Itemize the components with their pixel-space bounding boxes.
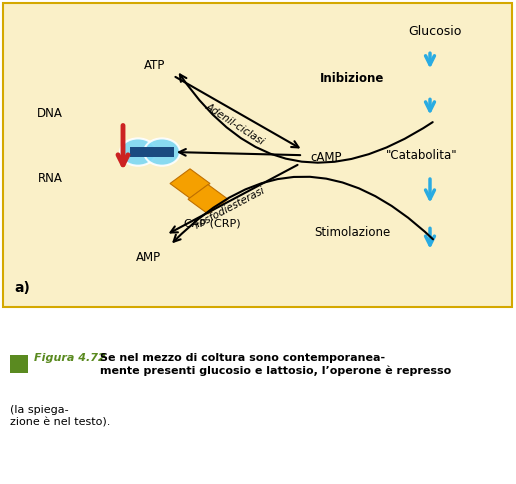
FancyBboxPatch shape	[3, 3, 512, 307]
Polygon shape	[10, 355, 28, 373]
Ellipse shape	[144, 138, 180, 166]
FancyBboxPatch shape	[130, 147, 174, 157]
Text: Inibizione: Inibizione	[320, 72, 384, 85]
Text: RNA: RNA	[38, 172, 62, 185]
Text: cAMP: cAMP	[310, 151, 342, 164]
Text: AMP: AMP	[135, 252, 160, 264]
Text: ATP: ATP	[144, 59, 166, 72]
Text: "Catabolita": "Catabolita"	[386, 149, 458, 162]
Text: DNA: DNA	[37, 107, 63, 120]
Text: Glucosio: Glucosio	[408, 25, 462, 38]
Text: Stimolazione: Stimolazione	[314, 227, 390, 239]
Text: CAP (CRP): CAP (CRP)	[184, 218, 240, 228]
Text: Se nel mezzo di coltura sono contemporanea-
mente presenti glucosio e lattosio, : Se nel mezzo di coltura sono contemporan…	[100, 353, 452, 376]
Text: (la spiega-
zione è nel testo).: (la spiega- zione è nel testo).	[10, 405, 110, 427]
Text: Figura 4.72: Figura 4.72	[34, 353, 106, 363]
Text: Adenil-ciclasi: Adenil-ciclasi	[204, 101, 266, 147]
Polygon shape	[188, 184, 228, 214]
Text: a): a)	[14, 281, 30, 295]
Ellipse shape	[120, 138, 156, 166]
Text: Fosfodiesterasi: Fosfodiesterasi	[193, 185, 267, 230]
Polygon shape	[170, 169, 210, 198]
